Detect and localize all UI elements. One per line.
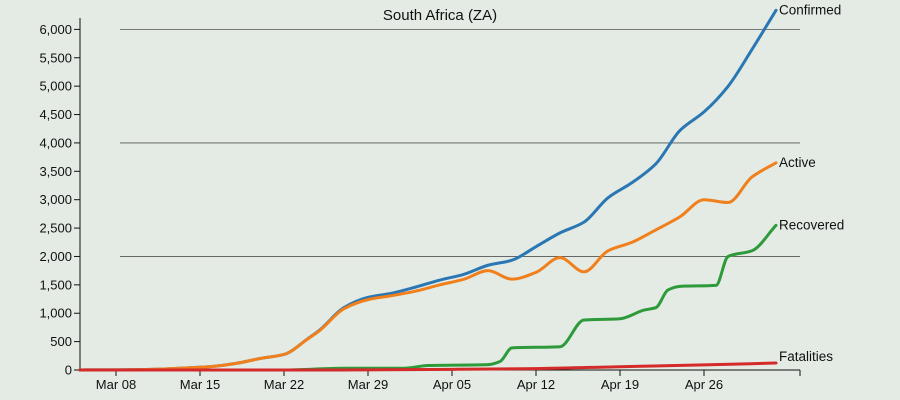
y-tick-label: 5,500 [39, 50, 72, 65]
x-tick-label: Apr 26 [685, 377, 723, 392]
y-tick-label: 3,000 [39, 192, 72, 207]
x-tick-label: Apr 19 [601, 377, 639, 392]
axes: 0 500 1,000 1,500 2,000 2,500 3,000 3,500 4,000 4… [39, 18, 801, 392]
y-tick-label: 1,500 [39, 277, 72, 292]
x-tick-label: Apr 05 [433, 377, 471, 392]
series-line-active [78, 161, 778, 372]
grid-lines [120, 28, 800, 257]
series-label-fatalities: Fatalities [779, 349, 833, 364]
y-tick-label: 5,000 [39, 79, 72, 94]
x-tick-label: Apr 12 [517, 377, 555, 392]
x-tick-label: Mar 08 [96, 377, 136, 392]
series-label-active: Active [779, 155, 816, 170]
series-label-confirmed: Confirmed [779, 2, 841, 17]
y-tick-label: 500 [50, 334, 72, 349]
y-tick-label: 1,000 [39, 306, 72, 321]
y-tick-label: 2,500 [39, 221, 72, 236]
series-label-recovered: Recovered [779, 217, 844, 232]
chart-title: South Africa (ZA) [383, 7, 497, 24]
x-tick-label: Mar 15 [180, 377, 220, 392]
y-tick-label: 2,000 [39, 249, 72, 264]
x-tick-label: Mar 29 [348, 377, 388, 392]
series-line-confirmed [78, 8, 778, 372]
series-lines [78, 8, 778, 372]
y-tick-label: 6,000 [39, 22, 72, 37]
y-tick-label: 3,500 [39, 164, 72, 179]
y-tick-label: 4,000 [39, 135, 72, 150]
x-tick-label: Mar 22 [264, 377, 304, 392]
series-labels: Confirmed Active Recovered Fatalities [779, 2, 844, 364]
series-line-fatalities [78, 361, 778, 372]
series-line-recovered [78, 223, 778, 372]
y-tick-label: 4,500 [39, 107, 72, 122]
y-tick-label: 0 [65, 363, 72, 378]
